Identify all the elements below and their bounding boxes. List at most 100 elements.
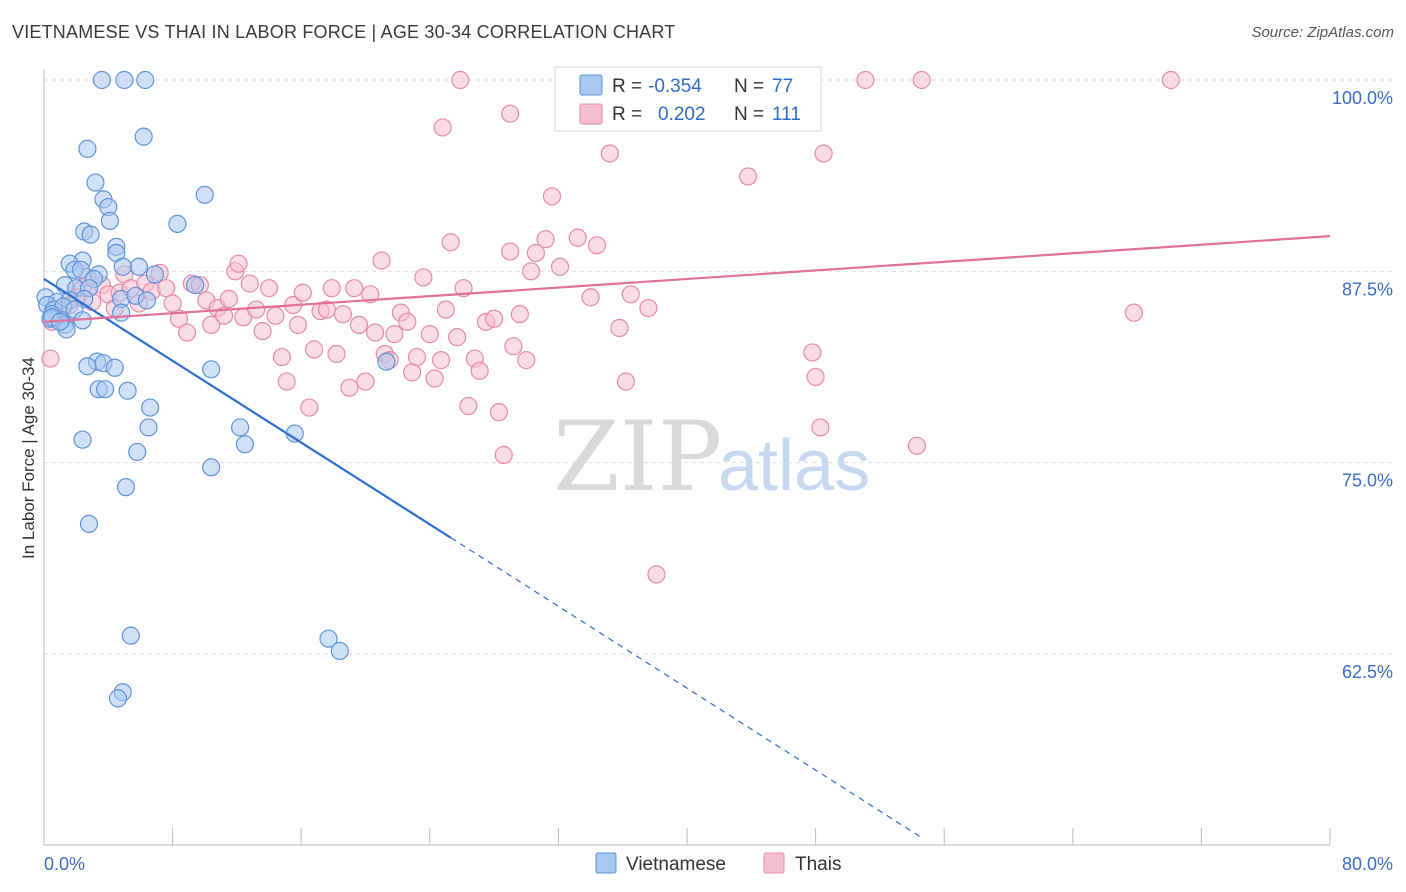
data-point xyxy=(377,352,396,371)
data-point xyxy=(433,118,452,137)
data-point xyxy=(92,70,111,90)
data-point xyxy=(163,294,182,313)
data-point xyxy=(177,323,197,342)
data-point xyxy=(436,300,455,319)
data-point xyxy=(470,361,489,380)
data-point xyxy=(137,291,156,310)
data-point xyxy=(115,70,134,90)
data-point xyxy=(272,347,292,367)
data-point xyxy=(385,324,404,344)
y-tick-labels: 62.5% 75.0% 87.5% 100.0% xyxy=(1332,88,1393,682)
data-point xyxy=(169,309,189,328)
data-point xyxy=(398,312,417,331)
watermark-zip: ZIP xyxy=(553,401,722,513)
data-point xyxy=(1124,303,1143,322)
data-point xyxy=(345,279,364,298)
vietnamese-series xyxy=(36,70,396,708)
data-point xyxy=(806,367,825,387)
data-point xyxy=(136,70,155,90)
data-point xyxy=(79,514,99,533)
data-point xyxy=(738,167,758,186)
data-point xyxy=(214,306,234,325)
chart-title: VIETNAMESE VS THAI IN LABOR FORCE | AGE … xyxy=(12,22,676,42)
bottom-legend-swatch-vietnamese xyxy=(595,852,617,874)
data-point xyxy=(536,230,555,249)
data-point xyxy=(568,228,587,247)
data-point xyxy=(811,418,830,437)
data-point xyxy=(330,641,349,661)
data-point xyxy=(517,351,536,370)
data-point xyxy=(259,279,279,298)
data-point xyxy=(304,340,324,359)
data-point xyxy=(494,445,513,465)
y-tick-label: 87.5% xyxy=(1342,279,1393,299)
legend-vietnamese-n-value: 77 xyxy=(772,76,793,97)
data-point xyxy=(542,187,562,206)
data-point xyxy=(451,70,470,90)
data-point xyxy=(621,285,640,304)
thai-trend-line xyxy=(43,235,1331,323)
y-axis-title: In Labor Force | Age 30-34 xyxy=(19,357,38,559)
data-point xyxy=(501,104,520,123)
y-tick-label: 62.5% xyxy=(1342,662,1393,682)
data-point xyxy=(253,321,272,341)
data-point xyxy=(81,225,100,244)
data-point xyxy=(319,629,338,648)
data-point xyxy=(78,139,97,158)
data-point xyxy=(912,70,931,90)
data-point xyxy=(349,315,369,335)
data-point xyxy=(510,305,529,324)
data-point xyxy=(550,257,570,276)
data-point xyxy=(600,144,619,163)
legend-swatch-vietnamese xyxy=(579,74,603,96)
data-point xyxy=(78,357,97,376)
data-point xyxy=(803,343,822,362)
legend-thai-n-label: N = xyxy=(734,104,764,125)
data-point xyxy=(202,315,221,335)
data-point xyxy=(414,268,433,287)
data-point xyxy=(113,257,132,276)
data-point xyxy=(157,279,176,298)
bottom-legend-swatch-thais xyxy=(763,852,785,874)
data-point xyxy=(118,381,137,400)
data-point xyxy=(501,242,520,261)
data-point xyxy=(116,478,136,497)
bottom-legend-vietnamese: Vietnamese xyxy=(626,854,726,875)
data-point xyxy=(526,243,545,263)
data-point xyxy=(112,303,131,322)
legend-vietnamese-r-value: -0.354 xyxy=(648,76,702,97)
data-point xyxy=(420,324,439,344)
data-point xyxy=(134,127,153,146)
data-point xyxy=(610,318,629,338)
y-tick-label: 100.0% xyxy=(1332,88,1393,108)
data-point xyxy=(229,254,248,273)
data-point xyxy=(95,380,115,399)
data-point xyxy=(454,279,473,298)
data-point xyxy=(128,442,147,462)
data-point xyxy=(121,626,140,645)
watermark-atlas: atlas xyxy=(718,426,870,506)
data-point xyxy=(100,211,120,230)
data-point xyxy=(521,262,541,281)
data-point xyxy=(195,185,214,204)
legend-vietnamese-r-label: R = xyxy=(612,76,642,97)
data-point xyxy=(266,306,285,325)
data-point xyxy=(504,337,523,356)
bottom-legend-thais: Thais xyxy=(795,854,841,875)
data-point xyxy=(247,300,266,319)
data-point xyxy=(587,236,607,255)
data-point xyxy=(240,274,259,293)
data-point xyxy=(361,285,380,304)
data-point xyxy=(907,436,926,455)
data-point xyxy=(856,70,875,90)
data-point xyxy=(105,358,124,377)
data-point xyxy=(459,396,478,416)
data-point xyxy=(231,418,250,437)
data-point xyxy=(333,305,353,324)
data-point xyxy=(407,347,427,367)
legend-thai-n-value: 111 xyxy=(772,104,801,125)
data-point xyxy=(86,173,105,192)
data-point xyxy=(431,351,451,370)
trend-lines xyxy=(43,235,1331,839)
